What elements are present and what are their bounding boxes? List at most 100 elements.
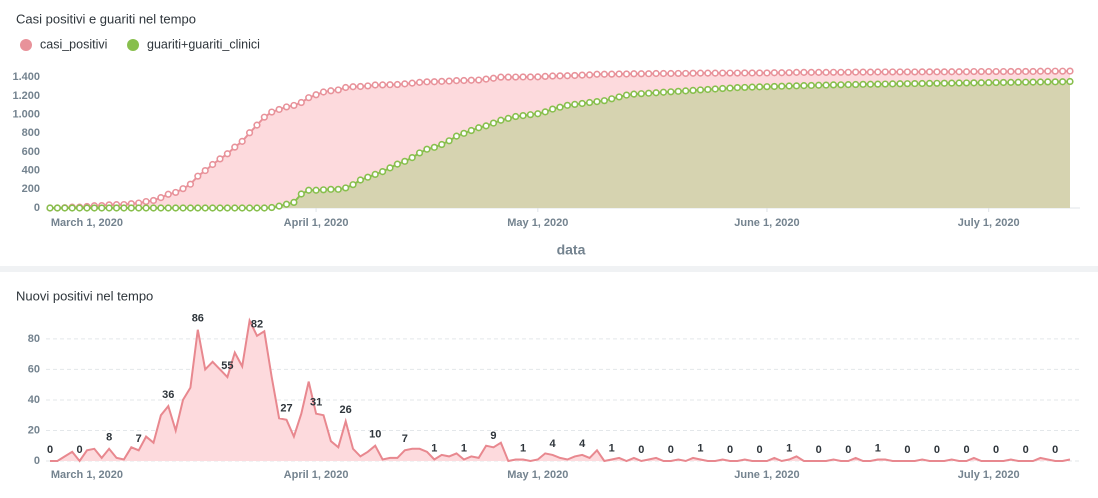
point bbox=[822, 81, 830, 89]
point bbox=[172, 204, 180, 212]
data-label: 4 bbox=[550, 438, 557, 450]
point bbox=[645, 89, 653, 97]
data-label: 27 bbox=[280, 403, 292, 415]
point bbox=[696, 69, 705, 77]
point bbox=[245, 129, 254, 137]
point bbox=[430, 78, 438, 86]
data-label: 26 bbox=[340, 404, 352, 416]
point bbox=[386, 164, 394, 172]
y-tick-label: 1.400 bbox=[12, 71, 40, 83]
data-label: 10 bbox=[369, 429, 381, 441]
point bbox=[837, 68, 845, 76]
data-label: 0 bbox=[727, 444, 733, 456]
point bbox=[223, 150, 231, 158]
point bbox=[711, 69, 719, 77]
point bbox=[571, 71, 579, 80]
point bbox=[245, 204, 254, 212]
point bbox=[903, 80, 911, 88]
point bbox=[142, 204, 150, 212]
point bbox=[371, 170, 379, 178]
point bbox=[896, 68, 904, 76]
point bbox=[792, 82, 801, 90]
point bbox=[1059, 78, 1067, 86]
data-label: 9 bbox=[490, 430, 496, 442]
point bbox=[652, 69, 660, 78]
point bbox=[726, 69, 734, 77]
point bbox=[415, 149, 424, 157]
point bbox=[874, 80, 882, 88]
point bbox=[482, 75, 490, 83]
point bbox=[1036, 67, 1045, 75]
point bbox=[1044, 67, 1052, 75]
point bbox=[852, 80, 860, 89]
data-label: 7 bbox=[402, 433, 408, 445]
point bbox=[593, 97, 601, 106]
point bbox=[1007, 67, 1015, 76]
point bbox=[172, 188, 180, 197]
data-label: 7 bbox=[136, 433, 142, 445]
point bbox=[578, 99, 586, 108]
point bbox=[659, 88, 668, 96]
point bbox=[460, 76, 468, 85]
legend-label[interactable]: guariti+guariti_clinici bbox=[147, 37, 260, 51]
data-label: 55 bbox=[221, 360, 233, 372]
data-label: 1 bbox=[431, 442, 437, 454]
legend-label[interactable]: casi_positivi bbox=[40, 37, 107, 51]
chart-title: Nuovi positivi nel tempo bbox=[16, 288, 153, 303]
point bbox=[260, 113, 268, 121]
point bbox=[253, 204, 261, 212]
point bbox=[770, 82, 778, 91]
point bbox=[120, 204, 128, 212]
point bbox=[231, 143, 239, 151]
point bbox=[290, 101, 298, 110]
point bbox=[866, 80, 875, 88]
point bbox=[327, 87, 335, 95]
point bbox=[659, 69, 668, 78]
point bbox=[268, 108, 276, 116]
legend-swatch bbox=[20, 39, 32, 51]
point bbox=[445, 137, 453, 145]
legend-swatch bbox=[127, 39, 139, 51]
point bbox=[970, 67, 978, 76]
point bbox=[608, 70, 616, 78]
point bbox=[379, 168, 387, 176]
x-tick-label: July 1, 2020 bbox=[958, 217, 1020, 229]
point bbox=[815, 81, 823, 89]
point bbox=[1066, 77, 1074, 86]
point bbox=[652, 89, 660, 97]
point bbox=[748, 83, 756, 91]
point bbox=[696, 86, 705, 94]
point bbox=[209, 160, 217, 169]
point bbox=[992, 67, 1000, 76]
point bbox=[800, 82, 808, 90]
point bbox=[637, 90, 645, 98]
point bbox=[985, 79, 993, 87]
point bbox=[585, 71, 594, 79]
point bbox=[127, 204, 135, 212]
point bbox=[46, 204, 54, 212]
area bbox=[50, 81, 1070, 208]
data-label: 0 bbox=[904, 444, 910, 456]
point bbox=[142, 197, 150, 206]
line bbox=[50, 317, 1071, 463]
point bbox=[460, 129, 468, 137]
area bbox=[50, 320, 1070, 461]
point bbox=[837, 81, 845, 89]
data-label: 1 bbox=[520, 442, 526, 454]
point bbox=[755, 83, 764, 91]
point bbox=[689, 86, 697, 94]
y-tick-label: 40 bbox=[28, 394, 40, 406]
point bbox=[186, 180, 195, 188]
point bbox=[534, 73, 542, 81]
point bbox=[859, 80, 867, 88]
data-label: 1 bbox=[461, 442, 467, 454]
data-label: 0 bbox=[757, 444, 763, 456]
data-label: 0 bbox=[77, 444, 83, 456]
point bbox=[1059, 67, 1067, 75]
point bbox=[807, 68, 815, 76]
point bbox=[512, 73, 520, 81]
data-label: 1 bbox=[609, 442, 615, 454]
point bbox=[445, 77, 453, 85]
point bbox=[342, 184, 350, 192]
point bbox=[1036, 78, 1045, 86]
